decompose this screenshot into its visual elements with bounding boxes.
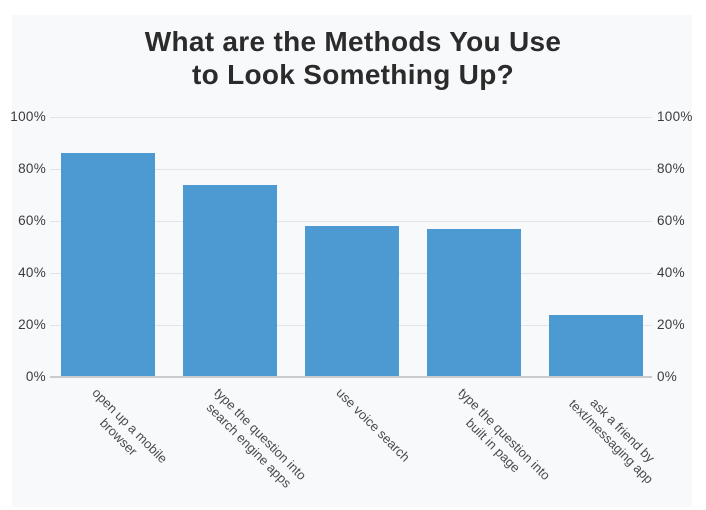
y-tick-right-40: 40% [657, 265, 685, 280]
bar-3-use-voice-search [305, 226, 399, 377]
y-tick-left-0: 0% [25, 369, 46, 384]
y-tick-left-60: 60% [18, 213, 46, 228]
y-tick-left-20: 20% [18, 317, 46, 332]
y-tick-left-100: 100% [10, 109, 46, 124]
bar-4-type-the-question-into-built-in-page [427, 229, 521, 377]
y-tick-right-100: 100% [657, 109, 693, 124]
bar-5-ask-a-friend-by-text-messaging-app [549, 315, 643, 377]
y-tick-right-20: 20% [657, 317, 685, 332]
y-tick-left-80: 80% [18, 161, 46, 176]
chart-title-line-2: to Look Something Up? [191, 59, 515, 90]
gridline-100 [50, 117, 652, 118]
y-tick-left-40: 40% [18, 265, 46, 280]
gridline-60 [50, 221, 652, 222]
bar-2-type-the-question-into-search-engine-apps [183, 185, 277, 377]
y-tick-right-80: 80% [657, 161, 685, 176]
chart-title: What are the Methods You Use to Look Som… [0, 25, 706, 91]
y-tick-right-60: 60% [657, 213, 685, 228]
chart-title-line-1: What are the Methods You Use [144, 26, 562, 57]
y-tick-right-0: 0% [657, 369, 678, 384]
gridline-80 [50, 169, 652, 170]
bar-1-open-up-a-mobile-browser [61, 153, 155, 377]
x-axis-line [50, 376, 652, 378]
